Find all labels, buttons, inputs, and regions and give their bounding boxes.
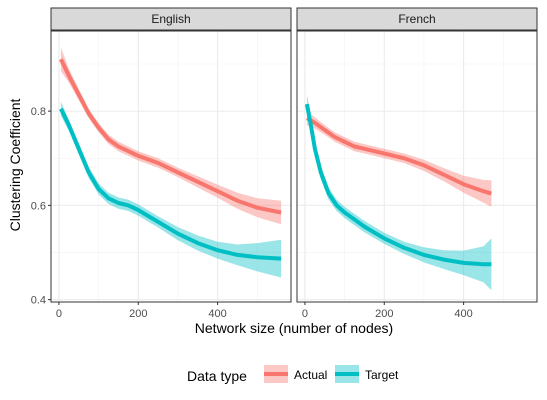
- y-axis: 0.4 0.6 0.8: [31, 106, 51, 307]
- x-tick-label: 400: [454, 308, 472, 320]
- strip-label-french: French: [398, 12, 435, 26]
- legend: Data type Actual Target: [187, 365, 399, 384]
- strip-label-english: English: [151, 12, 190, 26]
- y-tick-label: 0.4: [31, 295, 46, 307]
- x-tick-label: 200: [375, 308, 393, 320]
- legend-key-actual: Actual: [264, 365, 327, 383]
- facet-panel-english: English: [51, 8, 291, 302]
- x-tick-label: 400: [208, 308, 226, 320]
- legend-title: Data type: [187, 368, 247, 384]
- y-tick-label: 0.8: [31, 106, 46, 118]
- x-axis-title: Network size (number of nodes): [195, 320, 393, 336]
- legend-label-target: Target: [365, 368, 399, 382]
- y-axis-title: Clustering Coefficient: [7, 98, 23, 231]
- y-tick-label: 0.6: [31, 200, 46, 212]
- facet-panel-french: French: [297, 8, 537, 302]
- x-axis: 0 200 400 0 200 400: [56, 302, 473, 320]
- x-tick-label: 0: [302, 308, 308, 320]
- x-tick-label: 200: [129, 308, 147, 320]
- x-tick-label: 0: [56, 308, 62, 320]
- legend-label-actual: Actual: [294, 368, 327, 382]
- legend-key-target: Target: [335, 365, 399, 383]
